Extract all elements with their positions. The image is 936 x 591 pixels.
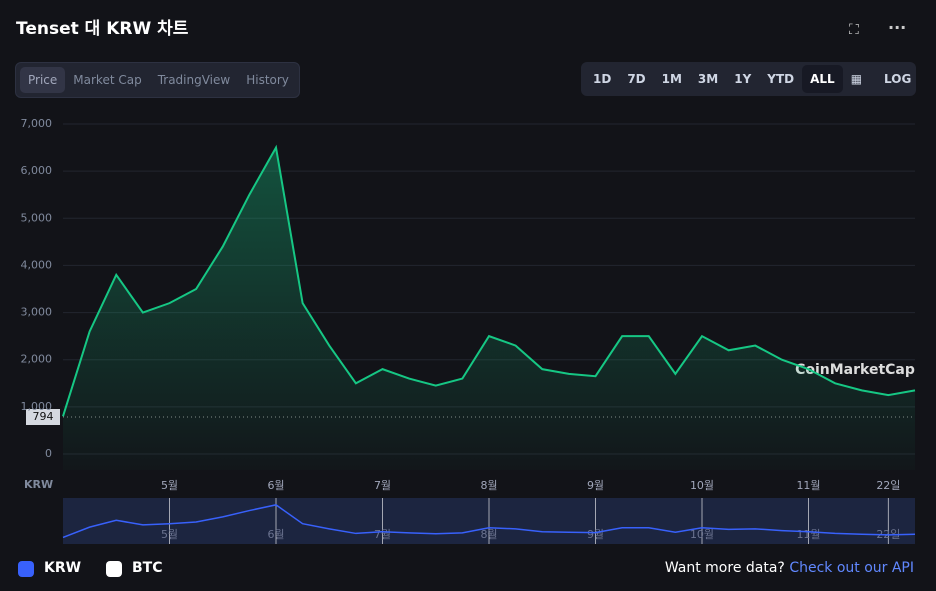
- more-icon[interactable]: ···: [888, 18, 907, 37]
- y-tick-label: 1,000: [21, 400, 53, 413]
- btc-checkbox[interactable]: [106, 561, 122, 577]
- watermark: CoinMarketCap: [795, 362, 915, 378]
- x-tick-label: 11월: [796, 479, 820, 492]
- x-tick-label: 10월: [690, 479, 714, 492]
- api-link[interactable]: Check out our API: [789, 560, 914, 576]
- x-tick-label: 7월: [374, 479, 391, 492]
- navigator-label: 22일: [876, 527, 900, 541]
- tab[interactable]: History: [246, 73, 289, 87]
- navigator-label: 8월: [480, 528, 497, 541]
- x-tick-label: 9월: [587, 479, 604, 492]
- y-tick-label: 4,000: [21, 258, 53, 271]
- tab[interactable]: Market Cap: [73, 73, 142, 87]
- x-tick-label: 8월: [480, 479, 497, 492]
- range[interactable]: 1Y: [734, 72, 752, 86]
- navigator-label: 7월: [374, 528, 391, 541]
- x-tick-label: 6월: [267, 479, 284, 492]
- log-button[interactable]: LOG: [884, 72, 912, 86]
- api-prompt: Want more data? Check out our API: [665, 560, 914, 576]
- price-line: [62, 144, 916, 417]
- x-tick-label: 22일: [876, 478, 900, 492]
- legend-btc: BTC: [132, 560, 163, 576]
- y-tick-label: 7,000: [21, 117, 53, 130]
- tab[interactable]: TradingView: [157, 73, 231, 87]
- y-tick-label: 2,000: [21, 353, 53, 366]
- x-tick-label: 5월: [161, 479, 178, 492]
- tab-group: Price Market Cap TradingView History: [15, 62, 300, 98]
- title: Tenset 대 KRW 차트: [16, 19, 189, 39]
- calendar-icon[interactable]: ▦: [850, 72, 863, 86]
- y-tick-label: 5,000: [21, 211, 53, 224]
- start-badge: [26, 409, 60, 425]
- y-tick-label: 0: [45, 447, 52, 460]
- range[interactable]: 1M: [661, 72, 682, 86]
- navigator-label: 9월: [587, 528, 604, 541]
- y-tick-label: 3,000: [21, 306, 53, 319]
- chart: KRW CoinMarketCap 794 0 1,000 2,000 3,000 4,…: [21, 117, 916, 544]
- range[interactable]: 1D: [593, 72, 612, 86]
- range[interactable]: 3M: [697, 72, 719, 86]
- area: [63, 147, 915, 471]
- navigator-line: [62, 504, 916, 539]
- navigator-label: 11월: [796, 528, 820, 541]
- range[interactable]: ALL: [802, 65, 843, 93]
- range[interactable]: YTD: [767, 72, 795, 86]
- navigator-label: 5월: [161, 528, 178, 541]
- tab[interactable]: Price: [20, 67, 66, 93]
- range-group: 1D 7D 1M 3M 1Y YTD ALL ▦ LOG: [581, 62, 916, 96]
- navigator-label: 6월: [267, 528, 284, 541]
- start-label: 794: [33, 410, 54, 423]
- range[interactable]: 7D: [627, 72, 646, 86]
- prompt: Want more data?: [664, 560, 785, 576]
- x-axis-label: KRW: [24, 478, 53, 491]
- y-tick-label: 6,000: [21, 164, 53, 177]
- krw-checkbox[interactable]: [18, 561, 34, 577]
- fullscreen-icon[interactable]: ⛶: [849, 22, 859, 38]
- navigator-label: 10월: [690, 528, 714, 541]
- legend-krw: KRW: [44, 560, 82, 576]
